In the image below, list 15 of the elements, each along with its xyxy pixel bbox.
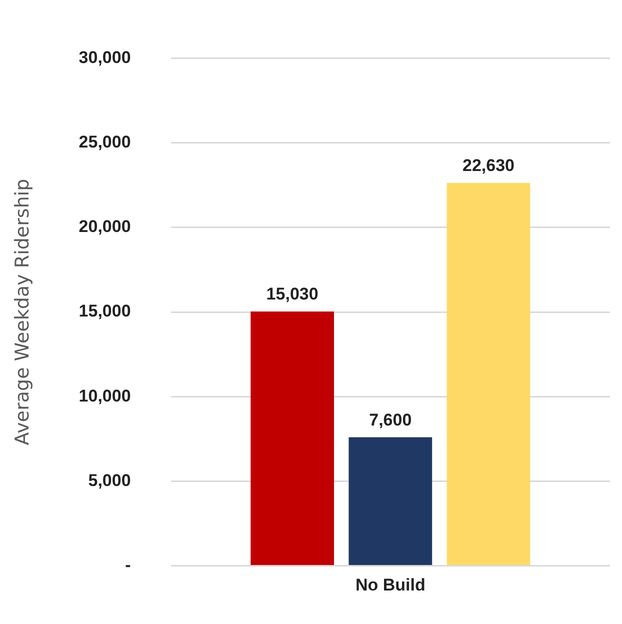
y-tick-label: 15,000 <box>78 302 131 321</box>
y-tick-label: 25,000 <box>78 132 131 152</box>
bar <box>348 437 432 566</box>
y-tick-label: - <box>125 555 131 574</box>
y-tick-label: 30,000 <box>78 48 131 67</box>
data-label: 7,600 <box>369 410 412 430</box>
y-tick-label: 20,000 <box>78 217 131 236</box>
y-tick-label: 10,000 <box>78 386 131 406</box>
y-axis-title: Average Weekday Ridership <box>11 178 34 446</box>
data-label: 22,630 <box>462 156 514 176</box>
bar <box>250 311 334 566</box>
bar <box>446 182 530 566</box>
y-tick-label: 5,000 <box>88 470 131 490</box>
data-label: 15,030 <box>266 284 318 304</box>
x-tick-label: No Build <box>355 576 426 595</box>
